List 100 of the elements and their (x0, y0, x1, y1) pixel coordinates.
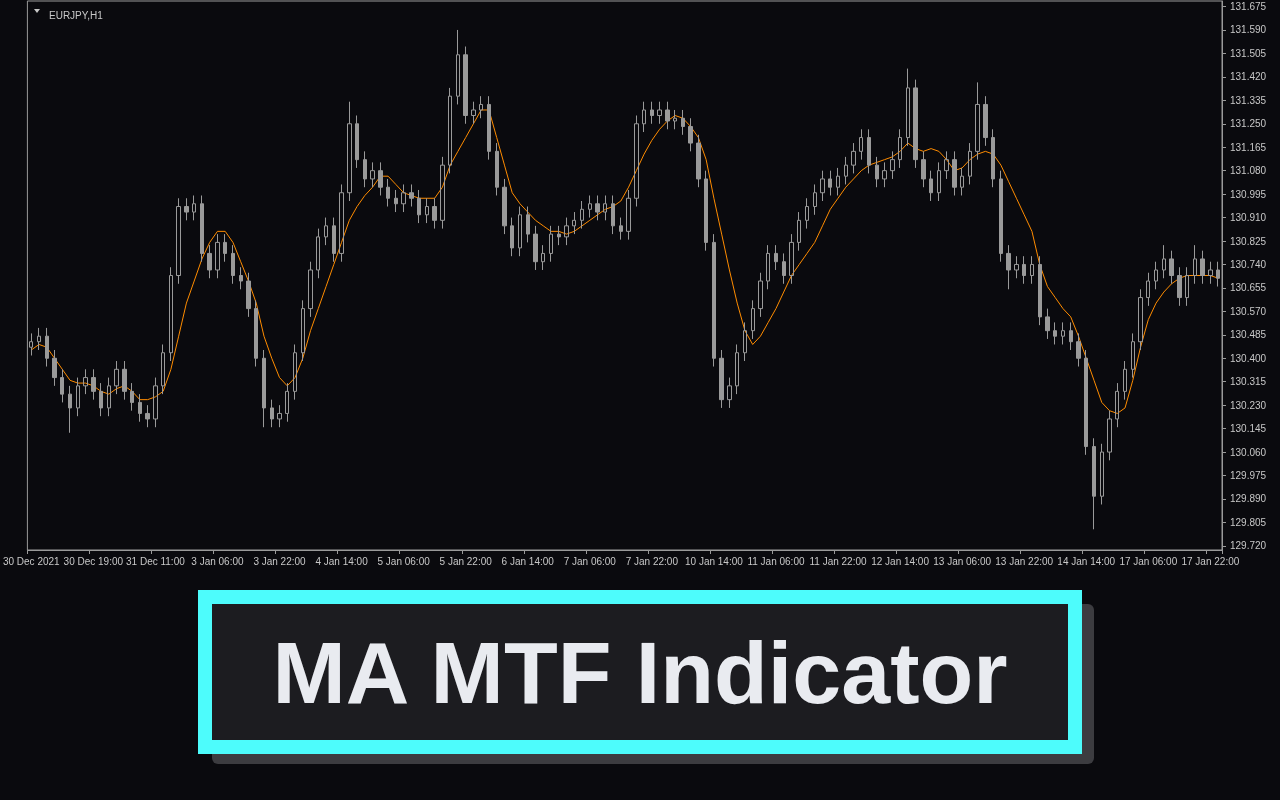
candlestick (1022, 255, 1026, 285)
candlestick (308, 261, 313, 318)
candlestick (487, 95, 491, 161)
candlestick (898, 128, 902, 169)
candlestick (603, 195, 607, 221)
candlestick (293, 343, 297, 401)
candlestick (215, 233, 220, 279)
candlestick (37, 327, 41, 351)
candlestick (1107, 410, 1112, 461)
candlestick (774, 244, 778, 271)
y-tick-label: 130.910 (1230, 212, 1267, 224)
y-tick-label: 131.675 (1230, 1, 1267, 13)
candlestick (184, 197, 189, 221)
candlestick (859, 128, 863, 161)
candlestick (301, 299, 305, 362)
y-tick-label: 131.335 (1230, 94, 1267, 106)
x-tick-label: 17 Jan 06:00 (1119, 555, 1178, 567)
candlestick (223, 233, 227, 263)
candlestick (502, 178, 507, 235)
candlestick (409, 183, 414, 208)
candlestick (161, 343, 165, 395)
x-tick-label: 11 Jan 22:00 (809, 555, 867, 567)
candlestick (751, 299, 755, 340)
text: EURJPY,H1 (49, 9, 104, 21)
candlestick (99, 382, 103, 417)
candlestick (743, 321, 747, 362)
candlestick (339, 183, 344, 263)
candlestick (1030, 255, 1034, 285)
candlestick (813, 183, 817, 216)
y-tick-label: 131.420 (1230, 71, 1267, 83)
candlestick (262, 349, 266, 428)
candlestick (440, 156, 445, 230)
candlestick (999, 170, 1003, 263)
x-tick-label: 7 Jan 06:00 (563, 555, 617, 567)
candlestick (836, 167, 840, 196)
candlestick (890, 150, 895, 180)
y-tick-label: 130.230 (1230, 399, 1267, 411)
candlestick (200, 195, 204, 263)
candlestick (246, 272, 251, 318)
x-tick-label: 17 Jan 22:00 (1181, 555, 1240, 567)
candlestick (688, 117, 693, 152)
candlestick (805, 197, 809, 230)
y-tick-label: 129.720 (1230, 540, 1267, 552)
x-tick-label: 31 Dec 11:00 (126, 555, 186, 567)
x-tick-label: 3 Jan 22:00 (253, 555, 307, 567)
candlestick (169, 266, 173, 362)
candlestick (1177, 266, 1182, 307)
candlestick (1084, 349, 1088, 456)
candlestick (960, 167, 964, 196)
candlestick (782, 252, 786, 285)
candlestick (510, 217, 514, 257)
x-tick-label: 11 Jan 06:00 (747, 555, 805, 567)
x-tick-label: 5 Jan 06:00 (377, 555, 431, 567)
y-tick-label: 131.250 (1230, 118, 1267, 130)
x-tick-label: 30 Dec 2021 (2, 555, 61, 567)
y-tick-label: 131.080 (1230, 165, 1267, 177)
candlestick (386, 178, 390, 208)
candlestick (1200, 250, 1205, 285)
candlestick (1185, 266, 1189, 307)
y-tick-label: 129.890 (1230, 493, 1267, 505)
x-tick-label: 5 Jan 22:00 (439, 555, 493, 567)
candlestick (153, 377, 158, 428)
candlestick (332, 217, 336, 263)
candlestick (176, 197, 181, 285)
candlestick (479, 95, 483, 119)
candlestick (347, 101, 352, 202)
candlestick (727, 377, 732, 409)
candlestick (634, 114, 639, 208)
candlestick (83, 368, 88, 395)
y-tick-label: 130.740 (1230, 258, 1267, 270)
candlestick (557, 225, 561, 246)
candlestick (1100, 443, 1104, 505)
y-tick-label: 131.165 (1230, 141, 1267, 153)
candlestick (114, 360, 119, 395)
y-tick-label: 130.315 (1230, 376, 1267, 388)
candlestick (378, 161, 383, 196)
y-tick-label: 130.060 (1230, 446, 1267, 458)
candlestick (719, 349, 724, 409)
candlestick (1154, 261, 1158, 290)
candlestick (1069, 321, 1073, 351)
candlestick (425, 197, 429, 224)
y-tick-label: 130.995 (1230, 188, 1267, 200)
y-tick-label: 129.975 (1230, 470, 1267, 482)
line-series (30, 109, 1219, 414)
candlestick (611, 195, 615, 235)
candlestick (1193, 244, 1197, 285)
x-tick-label: 3 Jan 06:00 (191, 555, 245, 567)
y-tick-label: 129.805 (1230, 516, 1267, 528)
candlestick (704, 170, 708, 252)
candlestick (991, 128, 995, 188)
candlestick (471, 101, 476, 125)
candlestick (789, 233, 794, 285)
y-tick-label: 130.825 (1230, 235, 1267, 247)
candlestick (518, 206, 522, 257)
candlestick (231, 244, 235, 285)
candlestick (29, 332, 33, 357)
y-tick-label: 130.485 (1230, 329, 1267, 341)
candlestick (1138, 288, 1143, 351)
candlestick (68, 385, 72, 434)
candlestick (619, 217, 623, 241)
